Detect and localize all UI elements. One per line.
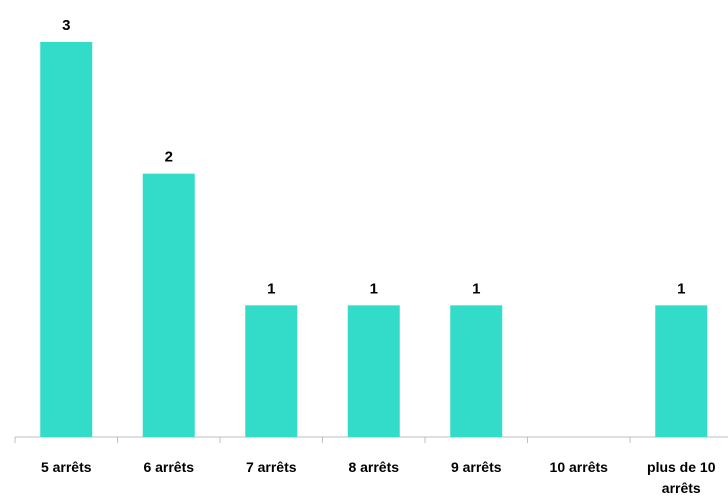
x-tick-label: 9 arrêts xyxy=(450,459,502,475)
bar xyxy=(655,305,708,437)
x-tick-label: 6 arrêts xyxy=(143,459,195,475)
x-tick-label: 10 arrêts xyxy=(549,459,608,475)
bar xyxy=(450,305,503,437)
bar xyxy=(347,305,400,437)
data-label: 1 xyxy=(677,280,685,297)
bar xyxy=(40,42,93,437)
data-label: 3 xyxy=(62,17,70,34)
data-label: 1 xyxy=(267,280,275,297)
x-tick-label: 7 arrêts xyxy=(245,459,297,475)
bar xyxy=(142,173,195,437)
x-tick-label: 8 arrêts xyxy=(348,459,400,475)
data-label: 1 xyxy=(370,280,378,297)
x-tick-label: 5 arrêts xyxy=(40,459,92,475)
bar xyxy=(245,305,298,437)
x-tick-label: plus de 10 arrêts xyxy=(647,459,716,496)
data-label: 2 xyxy=(165,149,173,166)
data-label: 1 xyxy=(472,280,480,297)
